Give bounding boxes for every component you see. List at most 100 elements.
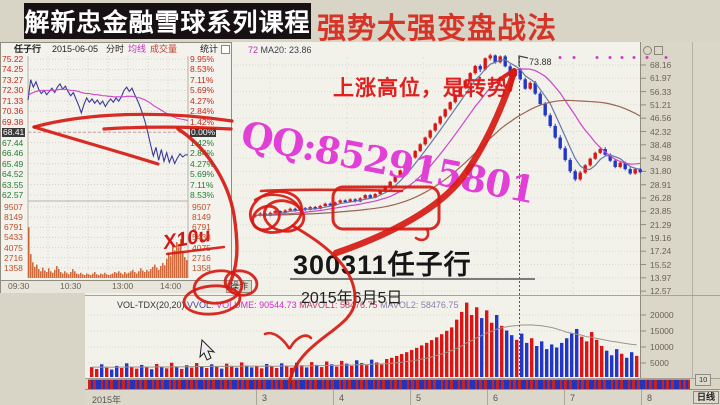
inset-percent-tick: 8.53% — [190, 64, 215, 75]
inset-time-label: 09:30 — [8, 281, 30, 291]
stock-date-label: 2015年6月5日 — [301, 290, 403, 307]
inset-time-label: 13:00 — [112, 281, 134, 291]
inset-price-tick: 68.41 — [2, 127, 26, 138]
month-axis-row: 2015年 3 4 5 6 7 8 — [85, 389, 720, 405]
title-divider — [290, 278, 535, 280]
main-price-tick: 19.16 — [650, 232, 672, 243]
vol-mavol2: MAVOL2: 58476.75 — [380, 300, 459, 310]
main-price-tick: 15.52 — [650, 259, 672, 270]
window-maximize-icon[interactable] — [654, 46, 663, 55]
inset-checkbox-icon[interactable] — [221, 45, 230, 54]
inset-mode-tab[interactable]: 分时 — [106, 44, 125, 54]
month-separator — [487, 390, 488, 405]
inset-price-tick: 75.22 — [2, 54, 24, 64]
inset-volume-tick: 5433 — [4, 232, 23, 243]
inset-volume-tick-right: 5433 — [192, 232, 211, 243]
main-price-tick: 34.98 — [650, 153, 672, 164]
inset-volume-tick-right: 4075 — [192, 242, 211, 253]
course-title: 解新忠金融雪球系列课程 — [24, 9, 311, 37]
inset-volume-tick-right: 8149 — [192, 212, 211, 223]
inset-volume-tick: 6791 — [4, 222, 23, 233]
inset-price-tick: 64.52 — [2, 169, 24, 180]
inset-price-tick: 73.27 — [2, 74, 24, 85]
main-price-tick: 12.57 — [650, 286, 672, 297]
inset-ma-button[interactable]: 均线 — [128, 44, 147, 54]
inset-percent-tick: 4.27% — [190, 95, 215, 106]
month-label: 3 — [262, 393, 268, 403]
course-title-banner: 解新忠金融雪球系列课程 — [24, 3, 311, 39]
main-price-tick: 23.85 — [650, 206, 672, 217]
main-price-tick: 17.24 — [650, 246, 672, 257]
vol-indicator-header: VOL-TDX(20,20) VVOL: VOLUME: 90544.73 MA… — [117, 300, 458, 310]
qq-contact-text: QQ:852915801 — [237, 112, 539, 213]
main-price-tick: 56.33 — [650, 86, 672, 97]
operate-button[interactable]: 操作 — [226, 280, 253, 293]
main-price-tick: 61.97 — [650, 73, 672, 84]
inset-volume-tick-right: 6791 — [192, 222, 211, 233]
inset-percent-tick: 7.11% — [190, 179, 214, 190]
axis-inner-divider — [692, 42, 693, 378]
inset-price-tick: 71.33 — [2, 95, 24, 106]
inset-volume-button[interactable]: 成交量 — [150, 44, 178, 54]
inset-percent-tick: 0.00% — [190, 127, 217, 138]
window-restore-icon[interactable] — [643, 46, 652, 55]
month-label: 8 — [647, 393, 653, 403]
vol-volume: VOLUME: 90544.73 — [216, 300, 297, 310]
inset-price-tick: 62.57 — [2, 189, 24, 200]
inset-price-tick: 69.38 — [2, 116, 24, 127]
main-price-tick: 51.21 — [650, 99, 672, 110]
indicator-prefix: 72 — [248, 45, 259, 55]
main-indicator-text: 72 MA20: 23.86 — [248, 45, 312, 55]
inset-volume-tick: 4075 — [4, 242, 23, 253]
vol-name: VOL-TDX(20,20) — [117, 300, 185, 310]
month-label: 2015年 — [92, 395, 122, 405]
inset-price-tick: 65.49 — [2, 158, 24, 169]
main-price-tick: 42.32 — [650, 126, 672, 137]
inset-price-tick: 70.36 — [2, 106, 24, 117]
inset-volume-tick-right: 1358 — [192, 262, 211, 273]
period-tab-daily[interactable]: 日线 — [693, 391, 720, 404]
inset-percent-tick: 1.42% — [190, 116, 215, 127]
strategy-title: 强势太强变盘战法 — [317, 13, 558, 45]
main-price-tick: 21.29 — [650, 219, 672, 230]
vol-vvol: VVOL: — [187, 300, 214, 310]
main-volume-tick: 20000 — [650, 310, 674, 320]
inset-percent-tick: 9.95% — [190, 54, 215, 64]
inset-symbol: 任子行 — [14, 44, 42, 54]
volume-scale-button[interactable]: 10 — [695, 374, 712, 386]
inset-price-tick: 63.55 — [2, 179, 24, 190]
main-price-tick: 31.80 — [650, 166, 672, 177]
inset-volume-tick: 9507 — [4, 202, 23, 212]
month-separator — [410, 390, 411, 405]
main-price-tick: 38.48 — [650, 139, 672, 150]
month-label: 4 — [339, 393, 345, 403]
month-label: 7 — [570, 393, 576, 403]
stock-code-title: 300311任子行 — [293, 250, 472, 280]
inset-time-row — [1, 280, 231, 293]
inset-percent-tick: 1.42% — [190, 137, 215, 148]
annotation-headline: 上涨高位，是转势 — [333, 77, 509, 100]
inset-percent-tick: 5.69% — [190, 85, 215, 96]
month-separator — [333, 390, 334, 405]
main-price-tick: 68.16 — [650, 60, 672, 70]
inset-percent-tick: 2.84% — [190, 106, 215, 117]
main-price-tick: 46.56 — [650, 113, 672, 124]
inset-price-tick: 74.25 — [2, 64, 24, 75]
inset-stat-button[interactable]: 统计 — [200, 44, 219, 54]
inset-percent-tick: 8.53% — [190, 189, 215, 200]
inset-price-tick: 66.46 — [2, 148, 24, 159]
inset-percent-tick: 5.69% — [190, 169, 215, 180]
indicator-ma20: MA20: 23.86 — [260, 45, 312, 55]
month-separator — [256, 390, 257, 405]
inset-volume-tick: 8149 — [4, 212, 23, 223]
main-price-tick: 28.91 — [650, 179, 672, 190]
month-label: 6 — [493, 393, 499, 403]
inset-date: 2015-06-05 — [52, 44, 99, 54]
inset-time-label: 10:30 — [60, 281, 82, 291]
inset-volume-tick: 1358 — [4, 262, 23, 273]
inset-volume-tick-right: 2716 — [192, 252, 211, 263]
main-price-tick: 13.97 — [650, 272, 672, 283]
inset-percent-tick: 2.84% — [190, 148, 215, 159]
main-price-tick: 26.28 — [650, 193, 672, 203]
